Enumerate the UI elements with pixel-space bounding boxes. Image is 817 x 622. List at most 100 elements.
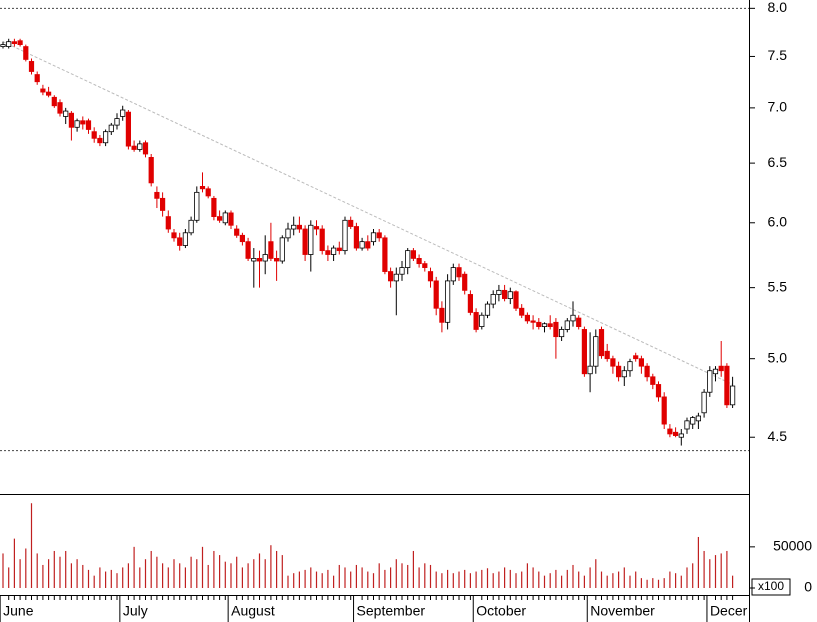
candle-body (68, 112, 74, 128)
candle-body (131, 145, 137, 150)
candle-body (559, 329, 565, 338)
y-tick-label: 7.0 (768, 99, 788, 115)
candle-body (251, 258, 257, 262)
candle-body (707, 370, 713, 393)
candle-body (63, 110, 69, 117)
candle-body (17, 40, 23, 46)
candle-body (114, 118, 120, 126)
candle-body (313, 226, 320, 230)
candle-body (593, 336, 599, 367)
candle-body (439, 307, 445, 323)
trendline (2, 41, 733, 385)
candle-body (103, 131, 109, 144)
candle-body (621, 370, 627, 378)
y-tick-label: 6.5 (768, 154, 788, 170)
candle-body (11, 41, 17, 45)
candle-body (85, 120, 92, 130)
candle-body (610, 358, 616, 367)
candle-body (730, 385, 736, 406)
candle-body (673, 431, 679, 436)
candle-body (228, 212, 234, 226)
candle-body (205, 188, 211, 197)
candle-body (553, 321, 559, 338)
candle-body (194, 191, 200, 221)
candle-body (541, 323, 548, 327)
candle-body (296, 224, 303, 230)
candle-body (598, 329, 605, 357)
x-tick-label: August (231, 603, 275, 619)
candle-body (353, 226, 360, 249)
candle-body (536, 321, 542, 327)
candle-body (273, 258, 280, 262)
candle-body (473, 312, 479, 330)
candle-body (387, 271, 394, 282)
candle-body (245, 241, 251, 259)
candle-body (239, 234, 245, 243)
candle-body (422, 263, 428, 268)
y-tick-label: 8.0 (768, 0, 788, 15)
candle-body (348, 219, 354, 227)
candle-body (137, 143, 143, 150)
candle-body (74, 120, 80, 128)
candle-body (416, 258, 422, 265)
candle-body (125, 111, 131, 147)
candle-body (638, 358, 645, 367)
candle-body (97, 137, 103, 144)
volume-tick-label: 50000 (773, 538, 812, 554)
x-tick-label: July (123, 603, 148, 619)
candle-body (159, 197, 166, 211)
candle-body (490, 294, 496, 305)
candle-body (644, 365, 650, 378)
candle-body (576, 317, 582, 327)
candle-body (222, 212, 228, 224)
candle-body (91, 131, 97, 139)
candle-body (433, 280, 439, 309)
candle-body (359, 241, 365, 249)
candle-body (587, 365, 593, 375)
candle-body (393, 273, 399, 282)
candle-body (399, 267, 405, 275)
candle-body (108, 124, 114, 133)
candle-body (667, 428, 673, 435)
candle-body (616, 365, 622, 378)
y-tick-label: 5.0 (768, 349, 788, 365)
candle-body (524, 314, 531, 322)
y-tick-label: 5.5 (768, 278, 788, 294)
candle-body (718, 365, 724, 372)
candle-body (507, 291, 513, 299)
candle-body (695, 415, 702, 422)
candle-body (655, 384, 662, 398)
x-tick-label: November (590, 603, 655, 619)
candle-body (319, 228, 325, 252)
candle-body (199, 186, 206, 190)
candle-body (513, 291, 519, 309)
unit-box (751, 578, 791, 596)
candle-body (450, 267, 456, 282)
volume-unit: x100 (758, 579, 784, 593)
candle-body (484, 303, 491, 316)
candle-body (325, 250, 331, 255)
volume-tick-label: 0 (804, 579, 812, 595)
candle-body (684, 420, 690, 430)
candle-body (376, 232, 382, 239)
candle-body (382, 237, 388, 272)
candle-body (279, 237, 285, 262)
candle-body (120, 109, 126, 117)
candle-body (285, 228, 291, 239)
candle-body (444, 280, 451, 323)
candle-body (564, 320, 570, 330)
candle-body (188, 219, 194, 234)
candle-body (171, 232, 177, 239)
candle-body (268, 241, 274, 259)
candle-body (46, 91, 52, 96)
candle-body (701, 391, 707, 414)
candle-body (0, 44, 6, 47)
candle-body (650, 376, 656, 385)
x-tick-label: September (357, 603, 426, 619)
candle-body (365, 241, 371, 249)
candle-body (678, 433, 684, 438)
candle-body (34, 74, 40, 83)
candle-body (712, 368, 719, 375)
